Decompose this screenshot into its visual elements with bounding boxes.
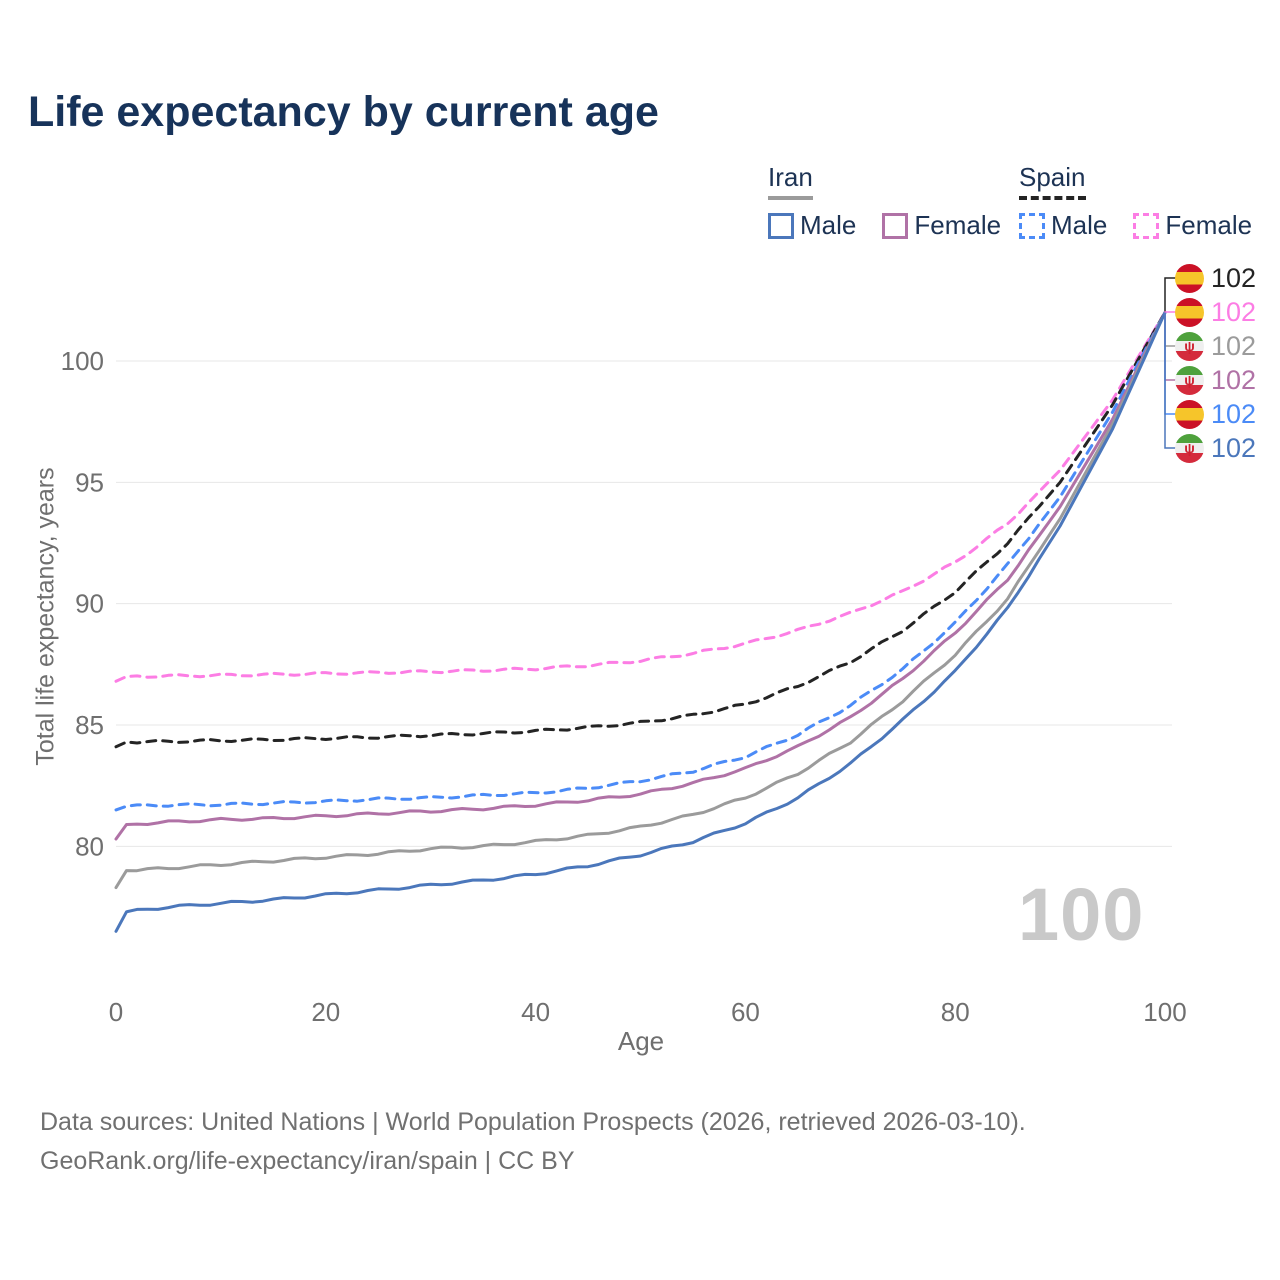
spain-male-line-swatch-icon — [1019, 212, 1045, 239]
end-label-connector-spain-all — [1164, 277, 1176, 313]
legend-group-spain: Spain Male Female — [1019, 162, 1252, 241]
legend-header-spain[interactable]: Spain — [1019, 162, 1086, 200]
line-iran-all — [114, 311, 1167, 890]
end-label-value: 102 — [1211, 330, 1257, 361]
x-tick-40: 40 — [521, 997, 550, 1027]
end-label-value: 102 — [1211, 398, 1257, 429]
x-tick-80: 80 — [941, 997, 970, 1027]
end-label-spain-all: 102 — [1175, 263, 1256, 293]
x-tick-0: 0 — [109, 997, 123, 1027]
legend-row-iran: Male Female — [768, 210, 1001, 241]
end-label-iran-female: 102 — [1175, 365, 1256, 395]
spain-flag-icon — [1175, 263, 1204, 293]
x-tick-20: 20 — [311, 997, 340, 1027]
footer-data-sources: Data sources: United Nations | World Pop… — [40, 1108, 1026, 1136]
iran-male-line-swatch-icon — [768, 212, 794, 239]
legend: Iran Male Female Spain Male — [768, 162, 1280, 242]
x-tick-60: 60 — [731, 997, 760, 1027]
iran-flag-icon — [1175, 365, 1204, 395]
end-label-value: 102 — [1211, 296, 1257, 327]
spain-female-line-swatch-icon — [1133, 212, 1160, 239]
iran-female-line-swatch-icon — [882, 212, 909, 239]
line-spain-male — [114, 311, 1167, 812]
line-spain-female — [114, 311, 1167, 683]
legend-item-spain-male[interactable]: Male — [1019, 210, 1107, 241]
legend-label-iran-male: Male — [800, 210, 857, 240]
end-label-value: 102 — [1211, 364, 1257, 395]
iran-flag-icon — [1175, 433, 1204, 463]
legend-item-iran-female[interactable]: Female — [882, 210, 1001, 241]
legend-label-spain-female: Female — [1165, 210, 1253, 240]
line-spain-all — [114, 311, 1167, 749]
spain-flag-icon — [1175, 297, 1204, 327]
spain-flag-icon — [1175, 399, 1204, 429]
x-axis-title: Age — [617, 1026, 665, 1056]
y-tick-100: 100 — [61, 346, 104, 376]
end-label-value: 102 — [1211, 432, 1257, 463]
line-iran-female — [114, 311, 1167, 841]
legend-row-spain: Male Female — [1019, 210, 1252, 241]
end-label-spain-female: 102 — [1175, 297, 1256, 327]
legend-item-spain-female[interactable]: Female — [1133, 210, 1252, 241]
end-label-connector-iran-male — [1164, 312, 1176, 449]
hovered-age-watermark: 100 — [1018, 873, 1145, 956]
line-iran-male — [114, 311, 1167, 933]
legend-label-iran-female: Female — [914, 210, 1002, 240]
legend-header-iran[interactable]: Iran — [768, 162, 813, 200]
legend-label-spain-male: Male — [1051, 210, 1108, 240]
end-label-iran-male: 102 — [1175, 433, 1256, 463]
y-tick-80: 80 — [75, 831, 104, 861]
footer-attribution: GeoRank.org/life-expectancy/iran/spain |… — [40, 1147, 575, 1175]
y-tick-90: 90 — [75, 589, 104, 619]
end-label-value: 102 — [1211, 262, 1257, 293]
y-tick-85: 85 — [75, 710, 104, 740]
legend-item-iran-male[interactable]: Male — [768, 210, 856, 241]
x-tick-100: 100 — [1143, 997, 1186, 1027]
end-label-spain-male: 102 — [1175, 399, 1256, 429]
legend-group-iran: Iran Male Female — [768, 162, 1001, 241]
y-tick-95: 95 — [75, 467, 104, 497]
iran-flag-icon — [1175, 331, 1204, 361]
end-label-iran-all: 102 — [1175, 331, 1256, 361]
chart-title: Life expectancy by current age — [28, 88, 659, 136]
